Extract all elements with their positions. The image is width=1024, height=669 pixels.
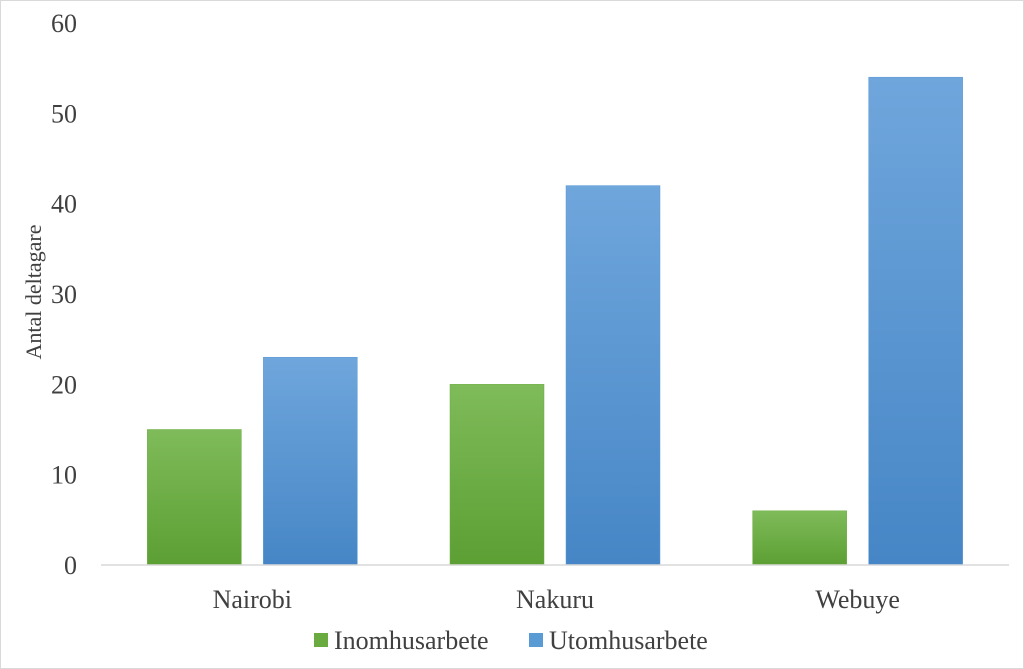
y-tick-label: 30 <box>51 280 77 309</box>
x-category-label: Webuye <box>815 585 900 614</box>
legend-label: Utomhusarbete <box>549 626 708 655</box>
y-tick-label: 40 <box>51 190 77 219</box>
y-tick-label: 60 <box>51 9 77 38</box>
y-axis-title: Antal deltagare <box>21 225 46 360</box>
bar-inomhusarbete-webuye <box>752 510 847 566</box>
legend: Inomhusarbete Utomhusarbete <box>314 626 708 655</box>
bar-utomhusarbete-nakuru <box>565 185 661 566</box>
y-axis-ticks: 0 10 20 30 40 50 60 <box>51 9 77 580</box>
x-category-label: Nairobi <box>213 585 292 614</box>
y-tick-label: 20 <box>51 370 77 399</box>
bar-inomhusarbete-nairobi <box>147 429 242 566</box>
category-labels: Nairobi Nakuru Webuye <box>213 585 900 614</box>
legend-swatch-inomhusarbete <box>314 633 328 647</box>
legend-label: Inomhusarbete <box>334 626 489 655</box>
x-category-label: Nakuru <box>516 585 594 614</box>
bar-utomhusarbete-webuye <box>868 76 963 566</box>
y-tick-label: 0 <box>64 551 77 580</box>
bar-utomhusarbete-nairobi <box>263 356 358 566</box>
y-tick-label: 50 <box>51 99 77 128</box>
legend-swatch-utomhusarbete <box>529 633 543 647</box>
bar-inomhusarbete-nakuru <box>449 384 545 566</box>
bars <box>147 76 963 566</box>
y-tick-label: 10 <box>51 461 77 490</box>
